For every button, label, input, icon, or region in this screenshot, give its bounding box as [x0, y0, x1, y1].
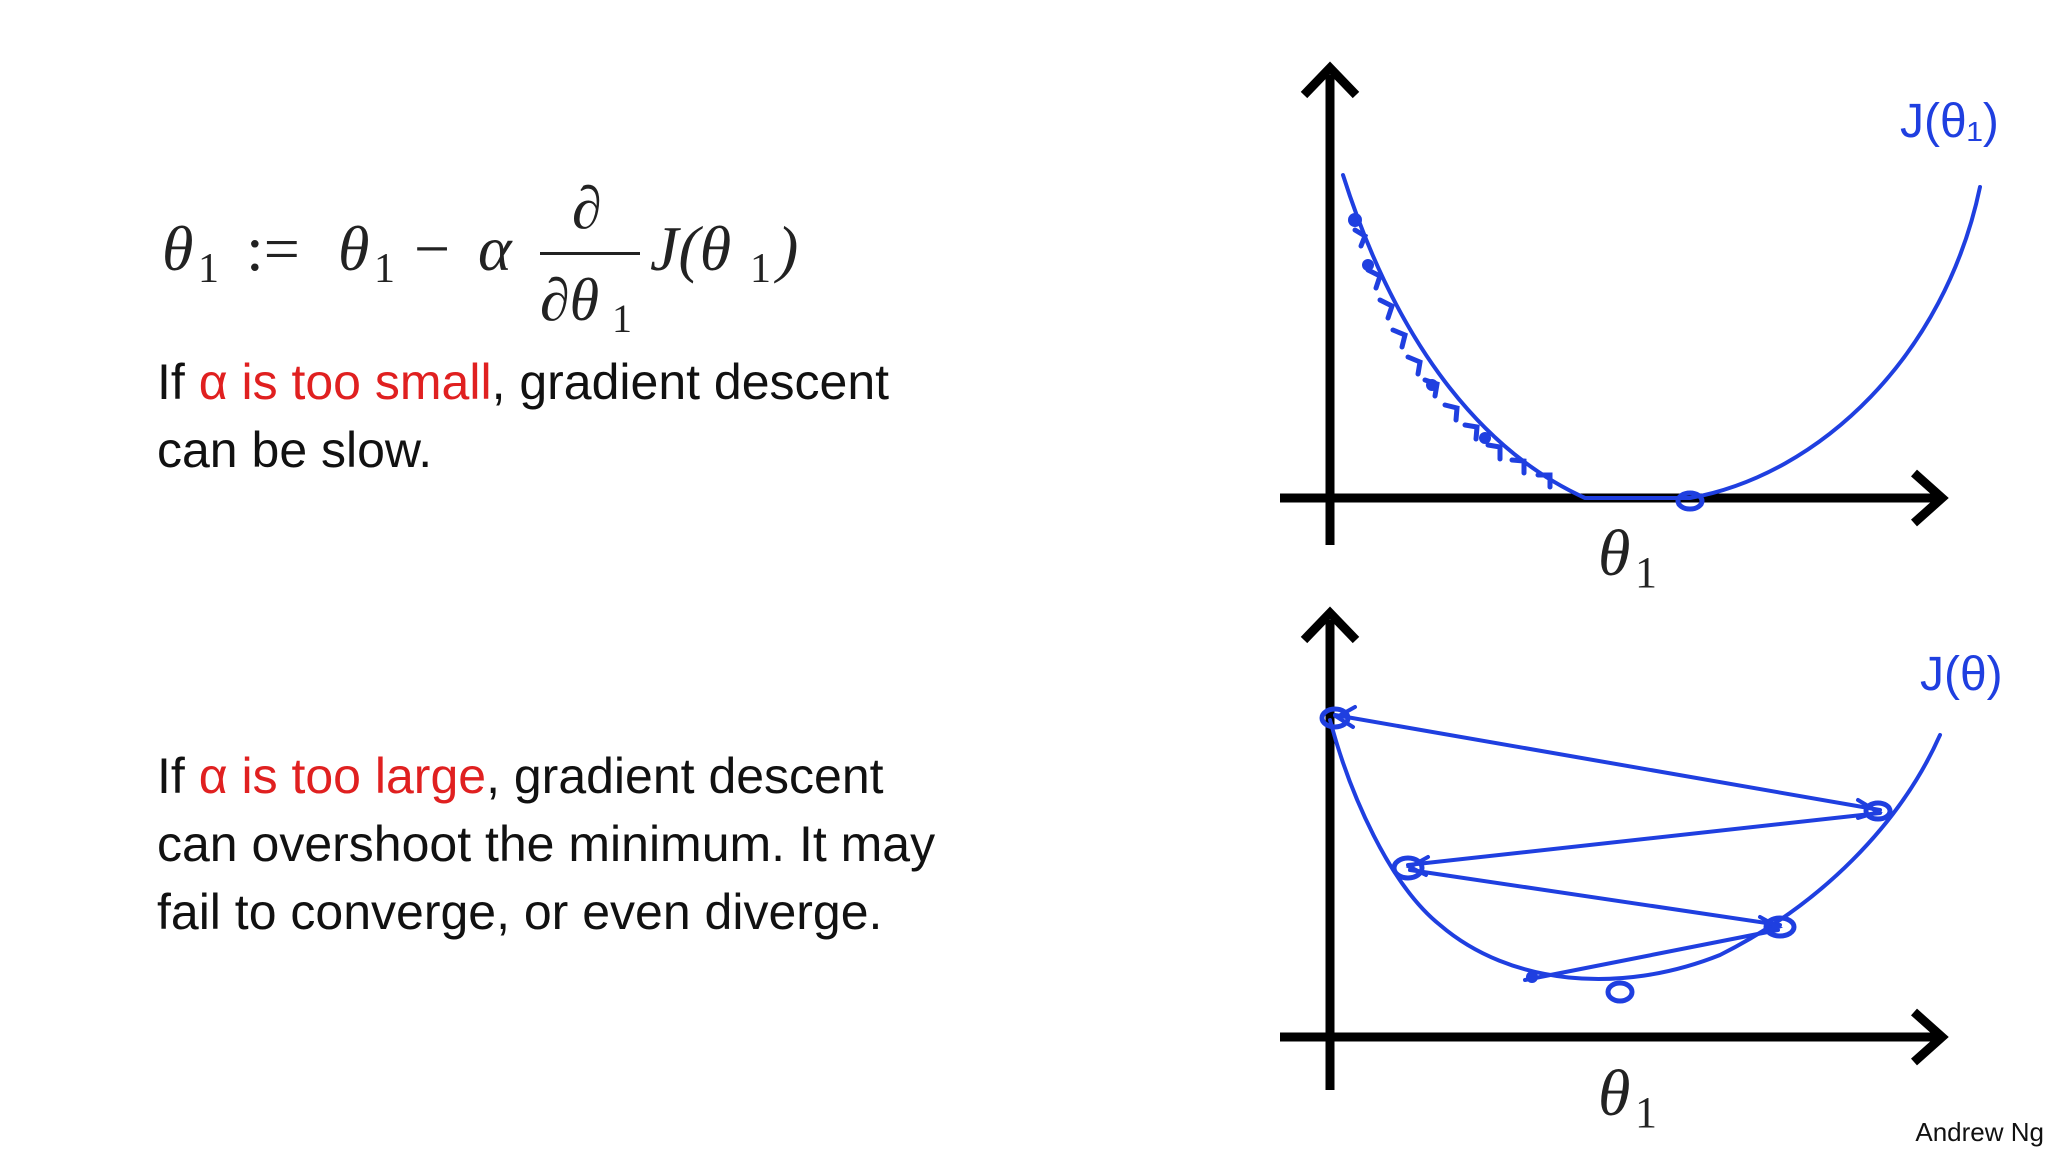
step-arrow: [1462, 422, 1480, 442]
cost-label: J(θ): [1920, 648, 2003, 701]
large-alpha-text: If α is too large, gradient descent can …: [157, 742, 1057, 946]
jump-line: [1408, 868, 1782, 927]
step-arrow: [1390, 327, 1408, 350]
overshoot-steps: [1333, 705, 1883, 982]
overshoot-point: [1391, 855, 1425, 881]
x-axis-arrowhead: [1911, 1008, 1949, 1066]
update-equation: θ 1 := θ 1 − α ∂ ∂θ 1 J(θ 1 ): [162, 175, 798, 341]
step-arrow: [1365, 267, 1384, 291]
step-point: [1426, 379, 1438, 391]
cost-curve: [1341, 173, 1982, 500]
eq-partial-denominator: ∂θ: [540, 267, 599, 333]
step-arrow: [1485, 442, 1503, 462]
small-alpha-rest: , gradient descent: [491, 354, 890, 410]
eq-assign: :=: [246, 213, 300, 284]
eq-minus: −: [414, 213, 450, 284]
author-credit: Andrew Ng: [1915, 1117, 2044, 1147]
eq-theta-sub: 1: [374, 246, 395, 292]
theta-axis-label: θ: [1598, 517, 1630, 590]
step-arrow: [1352, 227, 1369, 249]
start-point: [1348, 213, 1362, 227]
eq-partial-denominator-sub: 1: [612, 296, 632, 341]
large-alpha-line2: can overshoot the minimum. It may: [157, 816, 936, 872]
cost-label: J(θ₁): [1900, 95, 1999, 148]
overshoot-point: [1526, 971, 1538, 983]
cost-curve: [1328, 718, 1942, 981]
overshoot-point: [1763, 915, 1797, 939]
eq-fraction-bar: [540, 252, 640, 255]
large-alpha-sketch: J(θ) θ 1: [1280, 606, 2003, 1137]
eq-partial-numerator: ∂: [572, 175, 602, 241]
large-alpha-line1: If α is too large, gradient descent: [157, 742, 1057, 810]
x-axis-arrowhead: [1911, 469, 1949, 527]
small-alpha-line2: can be slow.: [157, 422, 433, 478]
step-point: [1362, 259, 1374, 271]
eq-alpha: α: [478, 213, 513, 284]
eq-theta: θ: [338, 213, 369, 284]
small-alpha-highlight: α is too small: [198, 354, 492, 410]
small-steps: [1352, 227, 1553, 490]
theta-axis-label: θ: [1598, 1057, 1630, 1130]
eq-cost-close: ): [773, 213, 798, 284]
large-alpha-line3: fail to converge, or even diverge.: [157, 884, 883, 940]
small-alpha-prefix: If: [157, 354, 199, 410]
theta-axis-label-sub: 1: [1635, 548, 1657, 597]
small-alpha-line1: If α is too small, gradient descent: [157, 348, 1057, 416]
y-axis-arrowhead: [1300, 61, 1360, 99]
small-alpha-sketch: J(θ₁) θ 1: [1280, 61, 1999, 597]
jump-line: [1333, 713, 1882, 812]
eq-cost-open: J(θ: [650, 213, 731, 284]
eq-theta-lhs-sub: 1: [198, 246, 219, 292]
minimum-point: [1605, 980, 1635, 1004]
eq-cost-sub: 1: [750, 246, 771, 292]
step-arrow: [1405, 354, 1423, 377]
step-arrow: [1377, 297, 1396, 321]
eq-theta-lhs: θ: [162, 213, 193, 284]
jump-line: [1406, 811, 1882, 867]
step-arrow: [1535, 472, 1553, 490]
overshoot-point: [1863, 800, 1893, 822]
step-arrow: [1509, 457, 1527, 476]
large-alpha-prefix: If: [157, 748, 199, 804]
theta-axis-label-sub: 1: [1635, 1088, 1657, 1137]
jump-line: [1523, 928, 1780, 982]
y-axis-arrowhead: [1300, 606, 1360, 644]
step-arrow: [1442, 402, 1460, 423]
minimum-point: [1675, 490, 1705, 512]
large-alpha-rest: , gradient descent: [486, 748, 884, 804]
small-alpha-text: If α is too small, gradient descent can …: [157, 348, 1057, 484]
jump-arrowhead: [1856, 798, 1883, 820]
step-point: [1479, 432, 1491, 444]
start-point: [1319, 706, 1351, 730]
large-alpha-highlight: α is too large: [198, 748, 487, 804]
